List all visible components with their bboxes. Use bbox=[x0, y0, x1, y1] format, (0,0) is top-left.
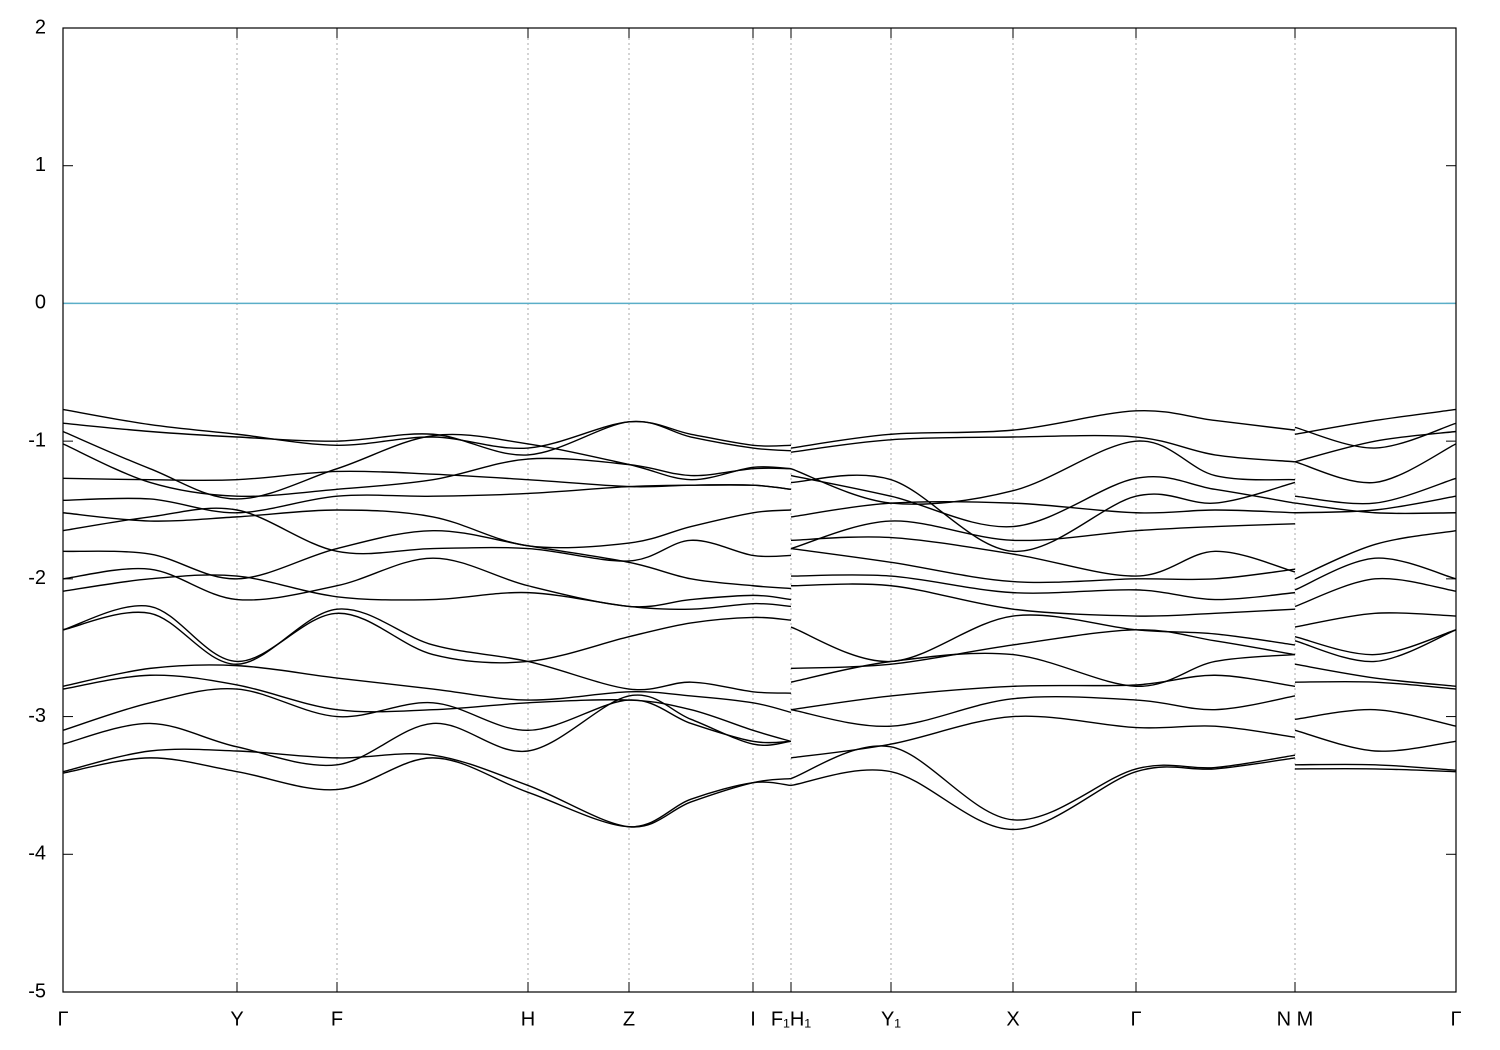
y-tick-label: -3 bbox=[28, 705, 46, 727]
y-tick-label: -5 bbox=[28, 980, 46, 1002]
band-line bbox=[62, 430, 1457, 505]
band-line bbox=[62, 652, 1457, 714]
band-line bbox=[62, 574, 1457, 628]
band-line bbox=[62, 604, 1457, 664]
x-tick-label: N M bbox=[1277, 1008, 1314, 1030]
x-tick-label: H bbox=[521, 1008, 535, 1030]
band-line bbox=[62, 608, 1457, 694]
y-tick-label: 0 bbox=[35, 292, 46, 314]
band-line bbox=[62, 408, 1457, 450]
x-tick-label: Γ bbox=[1130, 1008, 1141, 1030]
x-tick-label: Z bbox=[623, 1008, 635, 1030]
band-line bbox=[62, 420, 1457, 463]
x-tick-label: Γ bbox=[1450, 1008, 1461, 1030]
y-tick-label: -2 bbox=[28, 567, 46, 589]
band-line bbox=[62, 495, 1457, 550]
band-line bbox=[62, 557, 1457, 608]
band-line bbox=[62, 687, 1457, 744]
y-tick-label: 2 bbox=[35, 16, 46, 38]
band-line bbox=[62, 757, 1457, 831]
y-tick-label: -4 bbox=[28, 843, 46, 865]
plot-frame bbox=[62, 27, 1457, 993]
x-tick-label: F₁H₁ bbox=[771, 1008, 811, 1030]
band-line bbox=[62, 674, 1457, 743]
band-line bbox=[62, 745, 1457, 828]
x-tick-label: F bbox=[331, 1008, 343, 1030]
y-tick-label: 1 bbox=[35, 154, 46, 176]
x-tick-label: Y₁ bbox=[881, 1008, 901, 1030]
x-tick-label: Y bbox=[230, 1008, 243, 1030]
x-tick-label: Γ bbox=[57, 1008, 68, 1030]
band-line bbox=[62, 507, 1457, 580]
x-tick-label: X bbox=[1006, 1008, 1019, 1030]
band-line bbox=[62, 484, 1457, 518]
band-line bbox=[62, 529, 1457, 591]
y-tick-label: -1 bbox=[28, 429, 46, 451]
x-tick-label: I bbox=[750, 1008, 756, 1030]
